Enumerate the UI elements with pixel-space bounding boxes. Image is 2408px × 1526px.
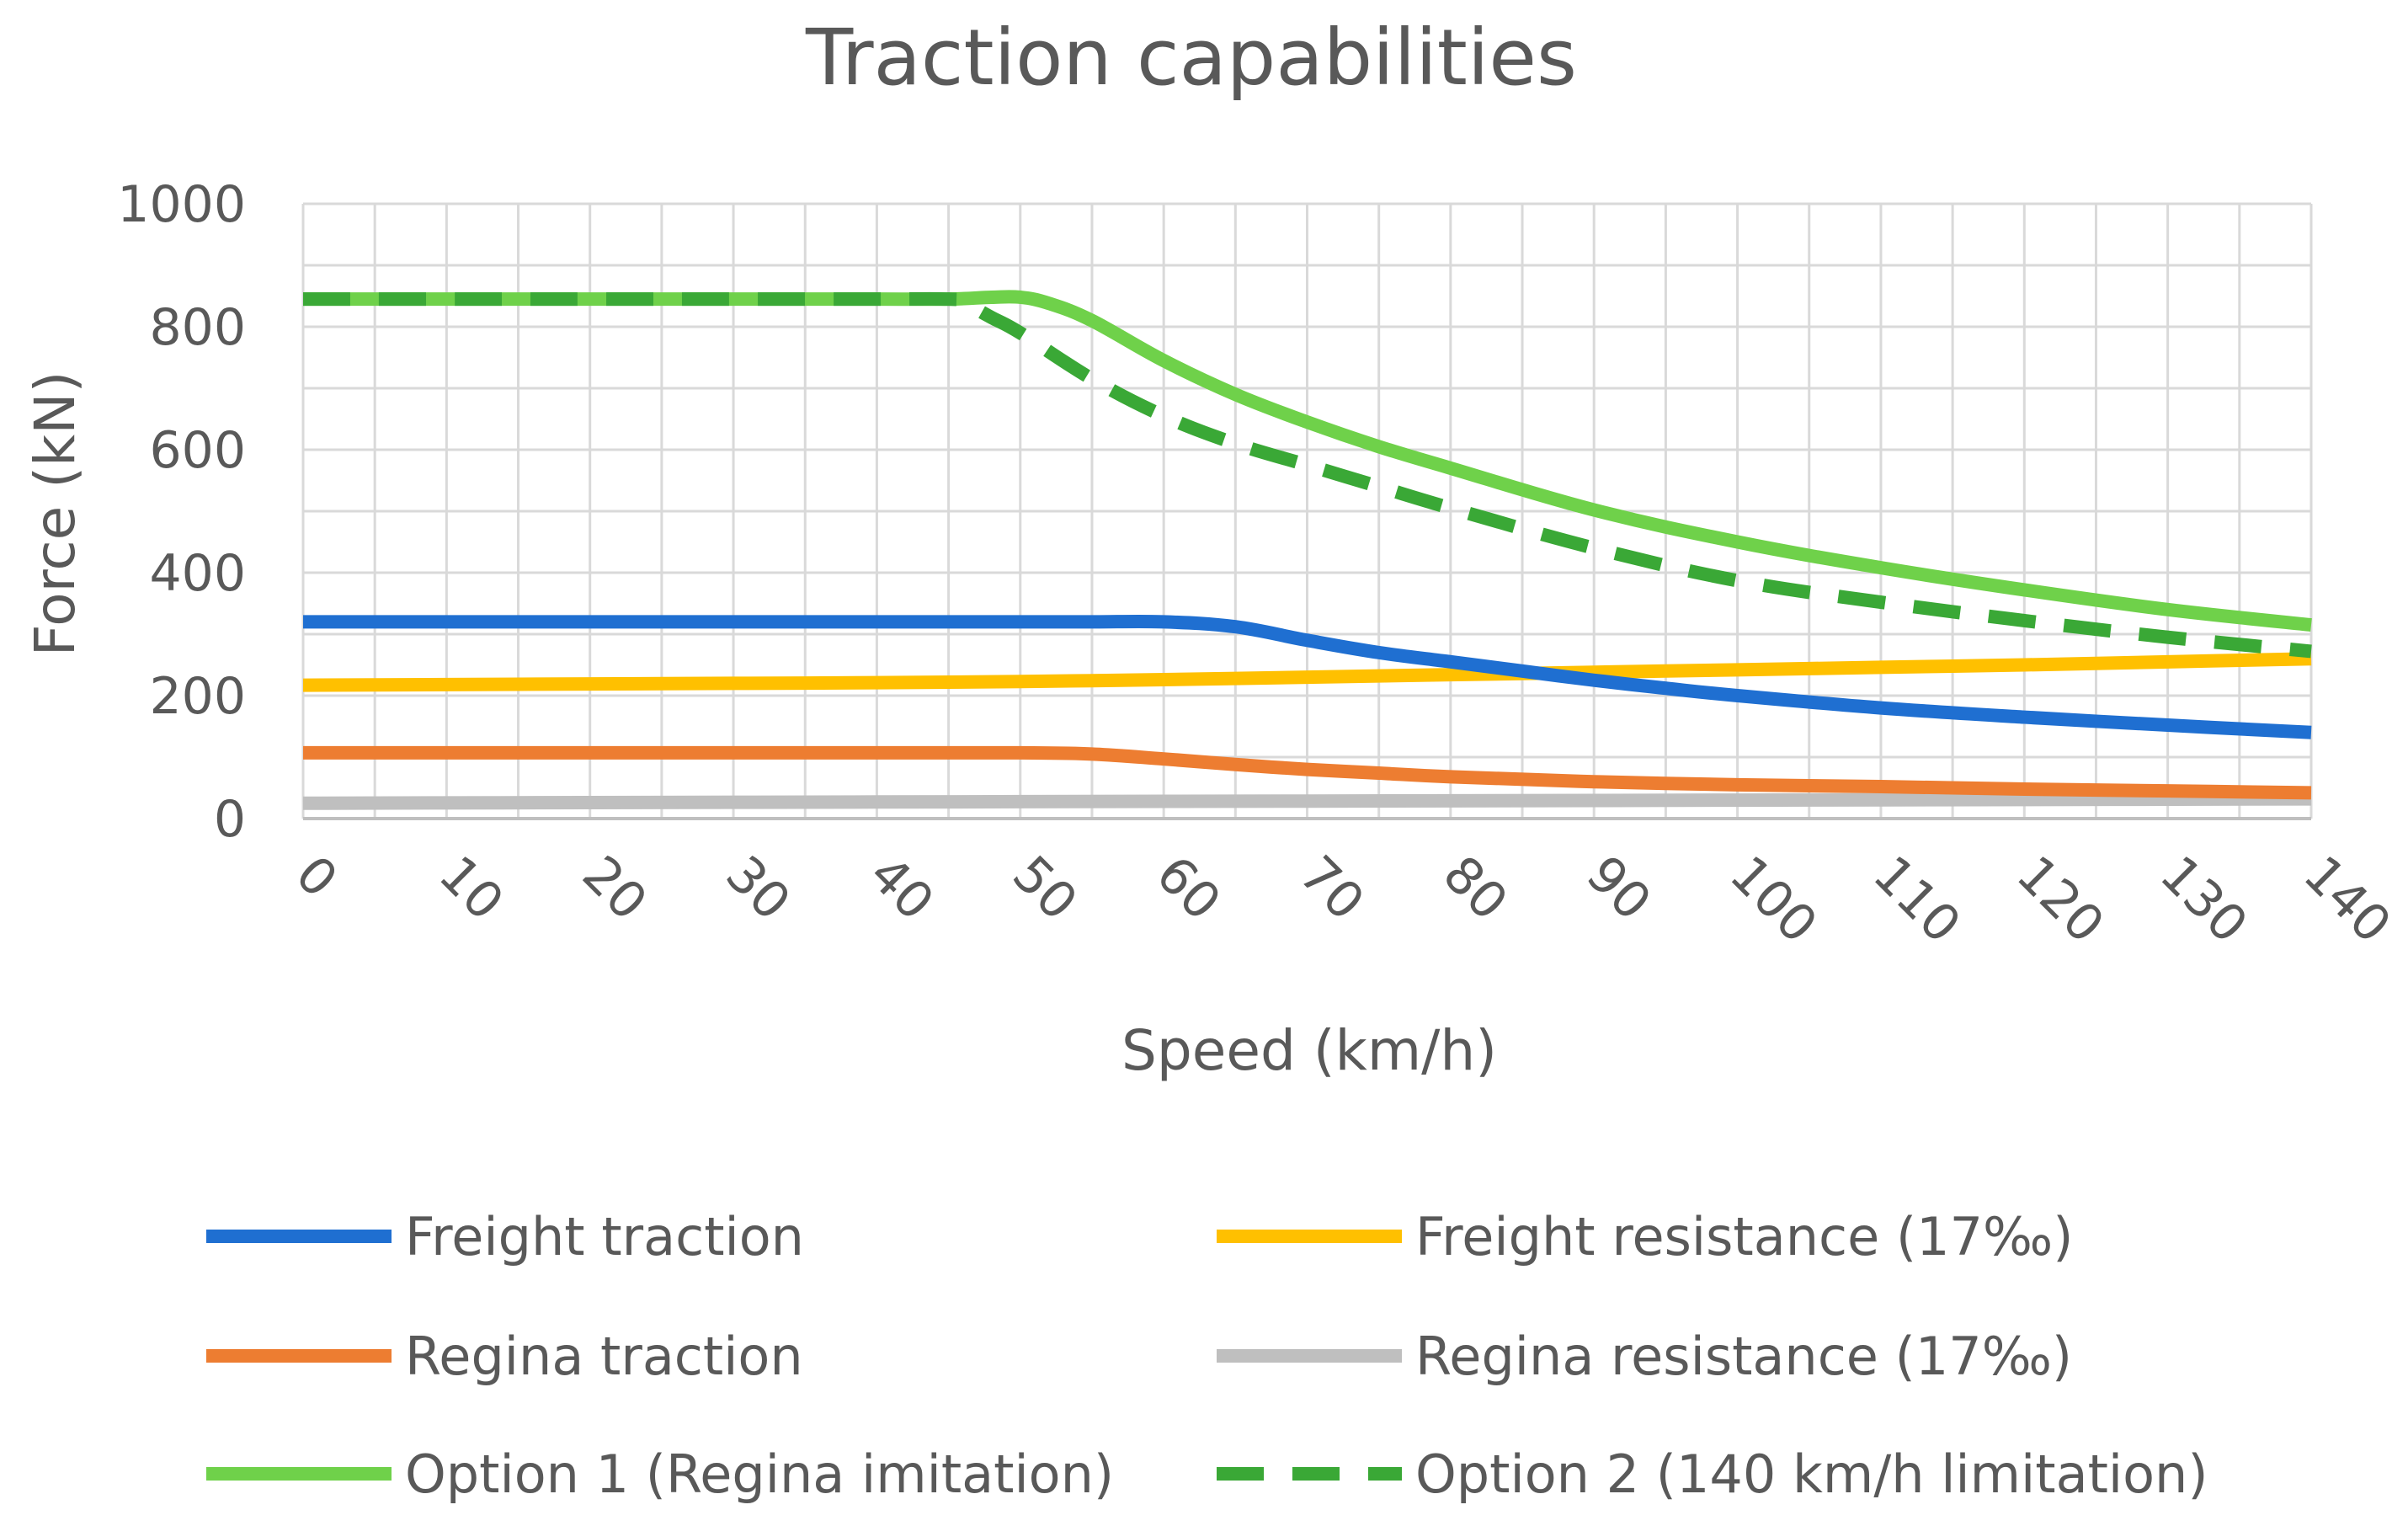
x-tick-label: 10 — [428, 845, 514, 931]
legend-label: Option 1 (Regina imitation) — [405, 1443, 1114, 1505]
series-line-regina-traction — [302, 745, 2312, 800]
legend-item-regina-resistance-17: Regina resistance (17‰) — [1217, 1326, 2072, 1387]
x-tick-label: 100 — [1718, 845, 1828, 954]
legend-label: Regina traction — [405, 1326, 803, 1387]
series-line-freight-traction — [302, 614, 2312, 739]
legend-label: Freight traction — [405, 1206, 804, 1267]
x-tick-label: 80 — [1431, 845, 1518, 931]
y-tick-label: 0 — [214, 790, 246, 849]
y-tick-label: 1000 — [117, 175, 246, 234]
x-tick-label: 40 — [858, 845, 945, 931]
y-tick-label: 200 — [149, 667, 246, 726]
axes: 0 200 400 600 800 1000 0 10 20 30 40 50 60 70 80 90 100 1… — [117, 175, 2402, 955]
legend-item-regina-traction: Regina traction — [206, 1326, 803, 1387]
x-axis-label: Speed (km/h) — [1121, 1018, 1497, 1083]
x-tick-label: 140 — [2292, 845, 2401, 954]
legend-item-freight-traction: Freight traction — [206, 1206, 804, 1267]
y-axis-label: Force (kN) — [23, 371, 88, 657]
legend-item-option-2-140-km-h-limitation: Option 2 (140 km/h limitation) — [1217, 1443, 2208, 1505]
chart-title: Traction capabilities — [805, 13, 1577, 103]
legend: Freight traction Freight resistance (17‰)… — [206, 1206, 2208, 1505]
legend-label: Freight resistance (17‰) — [1415, 1206, 2073, 1267]
x-tick-label: 0 — [284, 845, 349, 910]
series-line-option-2-140-km-h-limitation — [303, 291, 2312, 659]
x-tick-label: 30 — [714, 845, 801, 931]
series-lines — [302, 290, 2312, 810]
series-line-regina-resistance-17 — [302, 792, 2312, 810]
legend-label: Regina resistance (17‰) — [1415, 1326, 2072, 1387]
x-tick-label: 130 — [2149, 845, 2258, 954]
x-tick-label: 110 — [1862, 845, 1971, 954]
x-tick-label: 70 — [1288, 845, 1375, 931]
x-tick-label: 50 — [1001, 845, 1088, 931]
series-line-freight-resistance-17 — [302, 652, 2312, 692]
x-tick-label: 120 — [2006, 845, 2115, 954]
x-tick-label: 60 — [1145, 845, 1232, 931]
legend-item-freight-resistance-17: Freight resistance (17‰) — [1217, 1206, 2073, 1267]
legend-item-option-1-regina-imitation: Option 1 (Regina imitation) — [206, 1443, 1114, 1505]
x-tick-label: 20 — [571, 845, 658, 931]
y-tick-label: 600 — [149, 421, 246, 480]
y-tick-label: 800 — [149, 298, 246, 357]
x-tick-label: 90 — [1575, 845, 1662, 931]
y-tick-label: 400 — [149, 544, 246, 603]
legend-label: Option 2 (140 km/h limitation) — [1415, 1443, 2208, 1505]
